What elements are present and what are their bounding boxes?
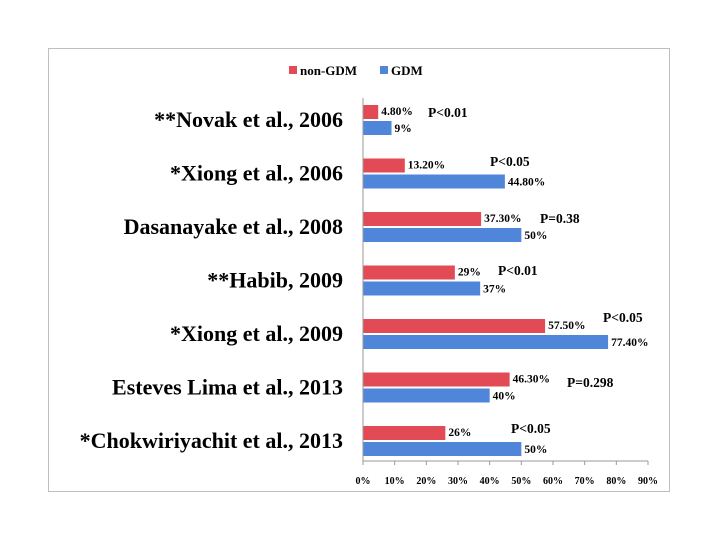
bar-gdm [363,228,522,242]
x-tick-label: 40% [480,476,500,487]
bar-gdm [363,388,490,403]
p-value-annotation: P<0.05 [490,154,530,169]
bar-gdm [363,442,522,456]
data-label-gdm: 50% [524,444,547,456]
legend-swatch-gdm [380,66,388,74]
bar-non-gdm [363,319,546,333]
p-value-annotation: P=0.298 [567,375,614,390]
data-label-gdm: 37% [483,284,506,296]
bar-gdm [363,281,481,296]
bar-non-gdm [363,265,455,280]
bar-gdm [363,174,505,189]
chart-frame [48,48,670,492]
data-label-non-gdm: 26% [448,427,471,439]
data-label-non-gdm: 57.50% [548,320,585,332]
category-label: **Novak et al., 2006 [154,107,343,132]
data-label-gdm: 40% [493,391,516,403]
bar-gdm [363,335,609,349]
legend-label-gdm: GDM [391,63,423,78]
legend-swatch-non-gdm [289,66,297,74]
x-tick-label: 70% [575,476,595,487]
data-label-non-gdm: 37.30% [484,213,521,225]
x-tick-label: 80% [606,476,626,487]
bar-non-gdm [363,372,510,387]
data-label-non-gdm: 29% [458,267,481,279]
x-axis: 0% 10% 20% 30% 40% 50% 60% 70% 80% 90% [356,98,658,487]
bar-non-gdm [363,212,482,226]
category-label: *Xiong et al., 2009 [170,321,343,346]
legend-label-non-gdm: non-GDM [300,63,357,78]
category-label: **Habib, 2009 [207,268,343,293]
p-value-annotation: P<0.01 [498,263,538,278]
category-label: *Chokwiriyachit et al., 2013 [80,428,343,453]
x-tick-label: 60% [543,476,563,487]
p-value-annotation: P<0.01 [428,105,468,120]
p-value-annotation: P<0.05 [603,310,643,325]
data-label-gdm: 9% [395,123,412,135]
labels: **Novak et al., 2006 4.80% 9% P<0.01 *Xiong … [80,105,649,456]
category-label: *Xiong et al., 2006 [170,161,343,186]
category-label: Dasanayake et al., 2008 [124,214,343,239]
bar-gdm [363,121,392,135]
bar-non-gdm [363,105,379,119]
x-tick-label: 30% [448,476,468,487]
x-tick-label: 20% [416,476,436,487]
data-label-gdm: 44.80% [508,177,545,189]
p-value-annotation: P<0.05 [511,421,551,436]
x-tick-label: 90% [638,476,658,487]
data-label-non-gdm: 46.30% [513,374,550,386]
bar-non-gdm [363,158,405,173]
x-tick-label: 50% [511,476,531,487]
data-label-gdm: 77.40% [611,337,648,349]
x-tick-label: 10% [385,476,405,487]
data-label-non-gdm: 13.20% [408,160,445,172]
bars [363,105,609,456]
p-value-annotation: P=0.38 [540,211,580,226]
category-label: Esteves Lima et al., 2013 [112,375,343,400]
bar-non-gdm [363,426,446,440]
data-label-gdm: 50% [524,230,547,242]
x-tick-label: 0% [356,476,371,487]
data-label-non-gdm: 4.80% [381,106,413,118]
legend: non-GDM GDM [289,63,423,78]
